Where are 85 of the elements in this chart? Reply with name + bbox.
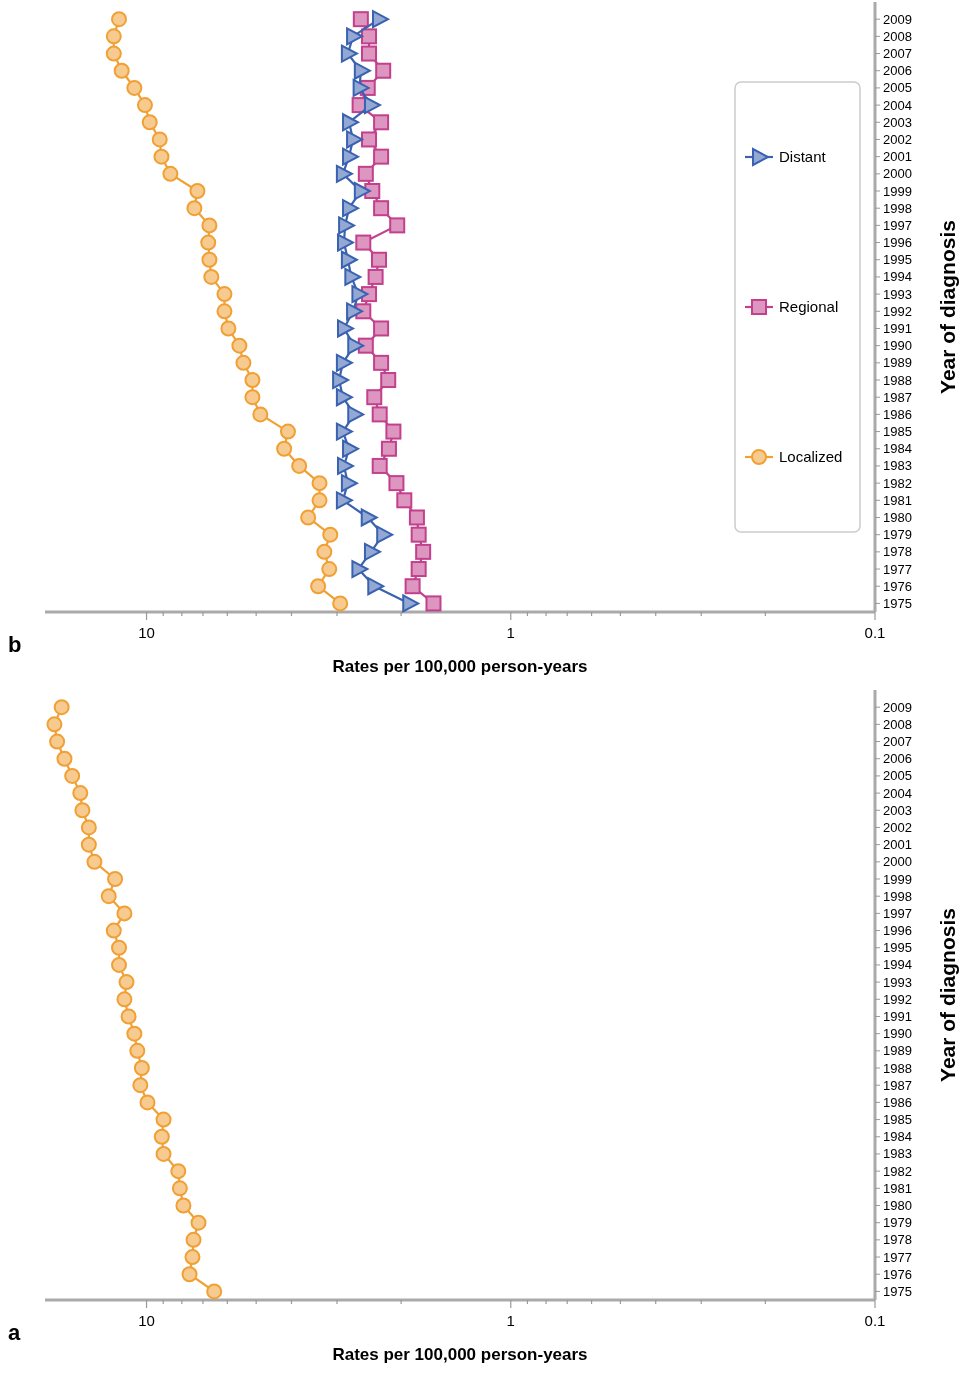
y-axis-title: Year of diagnosis	[936, 220, 959, 394]
y-tick-label: 2005	[883, 768, 912, 784]
y-tick-label: 1975	[883, 1283, 912, 1299]
y-axis-title: Year of diagnosis	[936, 908, 959, 1082]
text: b	[8, 632, 22, 657]
y-tick-label: 1986	[883, 406, 912, 422]
text: a	[8, 1320, 21, 1345]
y-tick-label: 1999	[883, 871, 912, 887]
y-tick-label: 1981	[883, 492, 912, 508]
x-tick-label: 10	[138, 1312, 155, 1329]
y-tick-label: 1980	[883, 510, 912, 526]
y-tick-label: 1989	[883, 1043, 912, 1059]
y-tick-label: 1979	[883, 527, 912, 543]
y-tick-label: 2003	[883, 114, 912, 130]
legend-label: Localized	[779, 448, 843, 466]
y-tick-label: 1997	[883, 217, 912, 233]
y-tick-label: 1997	[883, 905, 912, 921]
y-tick-label: 1983	[883, 1146, 912, 1162]
y-tick-label: 1993	[883, 974, 912, 990]
y-tick-label: 1991	[883, 321, 912, 337]
y-tick-label: 1994	[883, 269, 912, 285]
legend-label: Regional	[779, 298, 839, 316]
x-tick-label: 1	[506, 1312, 515, 1329]
y-tick-label: 1991	[883, 1009, 912, 1025]
y-tick-label: 2004	[883, 97, 912, 113]
y-tick-label: 2003	[883, 802, 912, 818]
y-tick-label: 2005	[883, 80, 912, 96]
y-tick-label: 1981	[883, 1180, 912, 1196]
x-tick-label: 0.1	[864, 1312, 886, 1329]
y-tick-label: 1998	[883, 888, 912, 904]
y-tick-label: 1978	[883, 1232, 912, 1248]
y-tick-label: 1999	[883, 183, 912, 199]
y-tick-label: 2000	[883, 854, 912, 870]
y-tick-label: 1995	[883, 940, 912, 956]
y-tick-label: 1986	[883, 1094, 912, 1110]
y-tick-label: 1976	[883, 1266, 912, 1282]
y-tick-label: 1977	[883, 1249, 912, 1265]
y-tick-label: 1989	[883, 355, 912, 371]
y-tick-label: 2009	[883, 11, 912, 27]
x-tick-label: 1	[506, 624, 515, 641]
y-tick-label: 1992	[883, 303, 912, 319]
y-tick-label: 1983	[883, 458, 912, 474]
y-tick-label: 1994	[883, 957, 912, 973]
y-tick-label: 1978	[883, 544, 912, 560]
y-tick-label: 1988	[883, 372, 912, 388]
y-tick-label: 1977	[883, 561, 912, 577]
y-tick-label: 2008	[883, 716, 912, 732]
y-tick-label: 2009	[883, 699, 912, 715]
y-tick-label: 1979	[883, 1215, 912, 1231]
y-tick-label: 1975	[883, 595, 912, 611]
y-tick-label: 1984	[883, 441, 912, 457]
y-tick-label: 2006	[883, 63, 912, 79]
y-tick-label: 1996	[883, 923, 912, 939]
y-tick-label: 2002	[883, 132, 912, 148]
y-tick-label: 1987	[883, 389, 912, 405]
y-tick-label: 2004	[883, 785, 912, 801]
y-tick-label: 1988	[883, 1060, 912, 1076]
x-tick-label: 0.1	[864, 624, 886, 641]
y-tick-label: 1985	[883, 1112, 912, 1128]
y-tick-label: 1996	[883, 235, 912, 251]
y-tick-label: 1980	[883, 1198, 912, 1214]
y-tick-label: 2002	[883, 820, 912, 836]
y-tick-label: 1992	[883, 991, 912, 1007]
y-tick-label: 1985	[883, 424, 912, 440]
y-tick-label: 1976	[883, 578, 912, 594]
y-tick-label: 2006	[883, 751, 912, 767]
x-tick-label: 10	[138, 624, 155, 641]
y-tick-label: 1987	[883, 1077, 912, 1093]
x-axis-title: Rates per 100,000 person-years	[332, 1345, 588, 1364]
y-tick-label: 1982	[883, 1163, 912, 1179]
y-tick-label: 2008	[883, 28, 912, 44]
y-tick-label: 1984	[883, 1129, 912, 1145]
y-tick-label: 2000	[883, 166, 912, 182]
y-tick-label: 1990	[883, 338, 912, 354]
y-tick-label: 2001	[883, 149, 912, 165]
y-tick-label: 1982	[883, 475, 912, 491]
y-tick-label: 2001	[883, 837, 912, 853]
y-tick-label: 2007	[883, 46, 912, 62]
y-tick-label: 1998	[883, 200, 912, 216]
y-tick-label: 1995	[883, 252, 912, 268]
y-tick-label: 1990	[883, 1026, 912, 1042]
x-axis-title: Rates per 100,000 person-years	[332, 657, 588, 676]
legend-label: Distant	[779, 148, 827, 166]
y-tick-label: 2007	[883, 734, 912, 750]
y-tick-label: 1993	[883, 286, 912, 302]
